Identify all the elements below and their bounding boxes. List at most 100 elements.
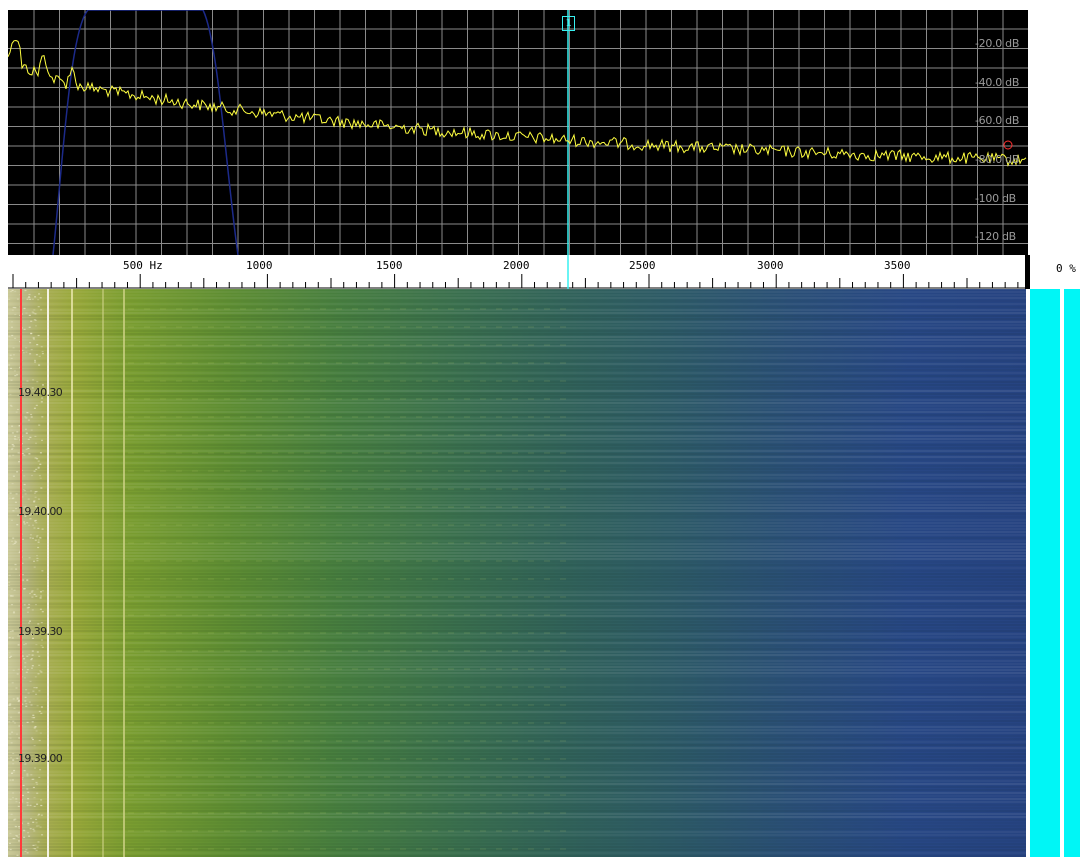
frequency-label: 3000 [757,259,784,272]
noise-speck [10,379,13,381]
noise-speck [27,824,30,826]
noise-speck [33,319,36,321]
noise-speck [27,498,30,500]
noise-speck [34,539,37,541]
noise-speck [25,432,28,434]
noise-speck [34,726,37,728]
noise-speck [33,492,36,494]
db-label: -60.0 dB [975,114,1020,127]
noise-speck [40,799,43,801]
noise-speck [39,595,42,597]
noise-speck [33,309,36,311]
noise-speck [37,539,40,541]
spectrum-trace [8,39,1027,167]
noise-speck [33,566,36,568]
noise-speck [8,652,11,654]
noise-speck [32,537,34,539]
noise-speck [11,630,14,632]
noise-speck [13,437,16,439]
noise-speck [38,364,41,366]
noise-speck [36,792,39,794]
noise-speck [12,838,15,840]
noise-speck [32,778,35,780]
noise-speck [36,705,39,707]
noise-speck [35,490,38,493]
noise-speck [27,447,30,450]
noise-speck [10,813,13,815]
noise-speck [39,297,42,299]
noise-speck [10,405,13,407]
noise-speck [25,416,28,418]
noise-speck [11,447,14,449]
noise-speck [30,818,32,820]
noise-speck [36,783,39,785]
waterfall-display[interactable]: 19.40.30 19.40.00 19.39.30 19.39.00 [8,289,1026,857]
noise-speck [26,412,29,414]
noise-speck [32,524,34,526]
noise-speck [23,830,26,832]
noise-speck [17,437,20,439]
noise-speck [37,299,40,301]
noise-speck [35,595,38,597]
noise-speck [41,639,43,641]
noise-speck [38,293,40,295]
noise-speck [16,733,19,735]
noise-speck [37,541,40,543]
noise-speck [23,307,26,310]
spectrum-graph [8,10,1028,255]
noise-speck [10,757,13,759]
noise-speck [40,487,43,489]
noise-speck [18,826,20,828]
noise-speck [10,568,13,570]
noise-speck [10,655,13,657]
level-bar-divider [1060,289,1064,857]
noise-speck [24,662,27,664]
noise-speck [14,435,17,437]
noise-speck [26,788,29,790]
noise-speck [10,326,13,328]
noise-speck [12,698,15,700]
noise-speck [39,463,42,465]
noise-speck [29,436,32,438]
noise-speck [21,435,24,437]
frequency-label: 1000 [246,259,273,272]
spectrum-display[interactable]: 1 -20.0 dB -40.0 dB -60.0 dB -80.0 dB -1… [8,10,1028,255]
noise-speck [25,347,28,349]
noise-speck [13,707,16,709]
frequency-scale[interactable]: 500 Hz 1000 1500 2000 2500 3000 3500 [8,255,1028,289]
noise-speck [14,563,17,566]
noise-speck [41,353,44,355]
noise-speck [33,727,36,729]
noise-speck [22,784,25,787]
noise-speck [26,804,29,806]
noise-speck [8,637,11,639]
noise-speck [22,579,25,581]
noise-speck [15,493,18,495]
noise-speck [23,770,26,772]
noise-speck [12,669,15,671]
noise-speck [26,775,29,777]
noise-speck [23,658,26,660]
noise-speck [32,714,35,716]
noise-speck [38,475,41,477]
noise-speck [32,690,35,692]
noise-speck [32,786,35,789]
noise-speck [32,847,35,850]
noise-speck [35,325,37,327]
noise-speck [34,361,37,363]
noise-speck [25,758,28,760]
noise-speck [33,560,35,562]
noise-speck [26,298,29,300]
noise-speck [9,848,12,851]
noise-speck [12,720,15,722]
noise-speck [18,395,21,397]
noise-speck [35,825,38,827]
noise-speck [41,416,44,418]
db-label: -40.0 dB [975,76,1020,89]
marker-1-label[interactable]: 1 [562,16,575,31]
noise-speck [14,375,17,377]
noise-speck [38,710,41,712]
noise-speck [18,737,21,739]
noise-speck [28,293,31,296]
noise-speck [16,673,19,675]
